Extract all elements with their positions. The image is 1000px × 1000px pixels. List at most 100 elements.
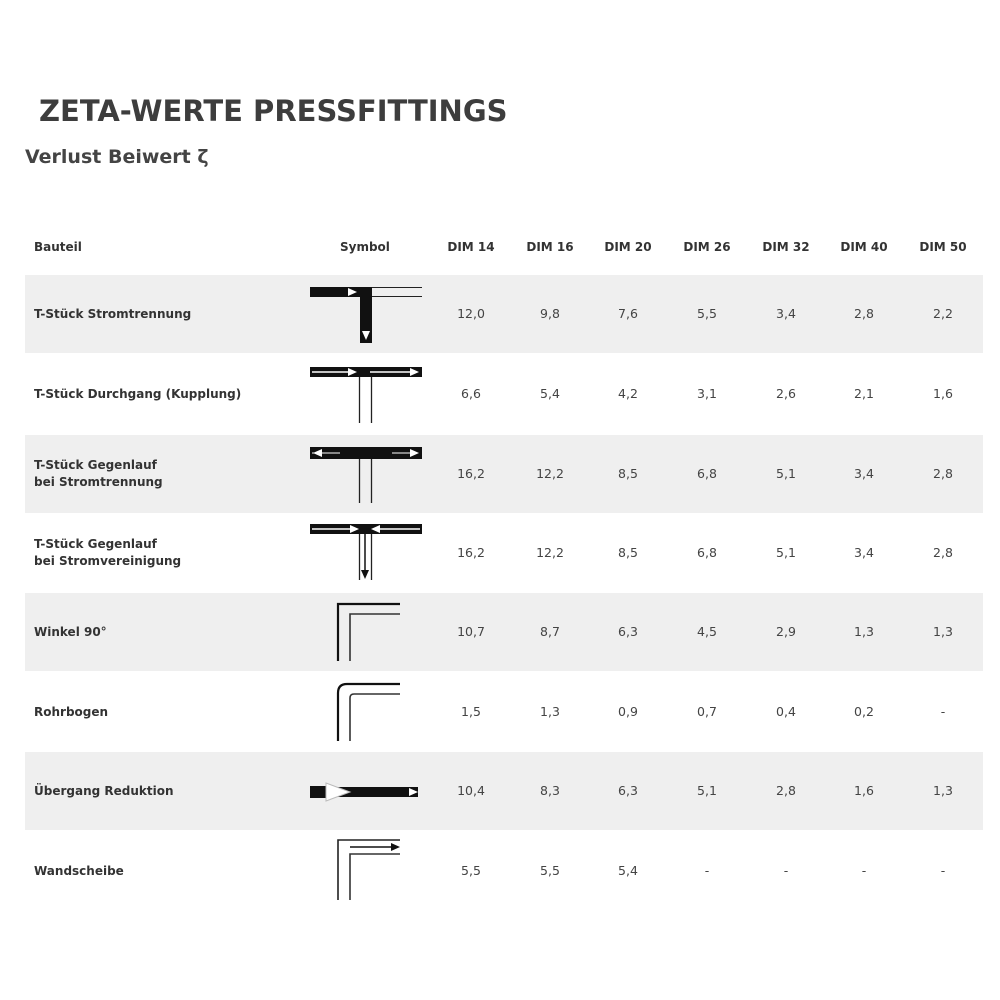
zeta-value: 12,0 bbox=[457, 306, 485, 321]
component-name: Übergang Reduktion bbox=[34, 752, 174, 830]
zeta-value: 1,3 bbox=[933, 783, 953, 798]
component-name-line: Wandscheibe bbox=[34, 863, 124, 878]
zeta-value: 10,7 bbox=[457, 624, 485, 639]
page-subtitle: Verlust Beiwert ζ bbox=[25, 146, 209, 168]
zeta-value: 2,8 bbox=[933, 545, 953, 560]
zeta-value: 7,6 bbox=[618, 306, 638, 321]
zeta-value: 5,5 bbox=[461, 863, 481, 878]
pipe-bend-icon bbox=[336, 682, 400, 741]
table-row: T-Stück Durchgang (Kupplung) 6,6 5,4 4,2 3,1… bbox=[25, 355, 983, 433]
table-row: Wandscheibe 5,5 5,5 5,4 - - - - bbox=[25, 832, 983, 910]
zeta-value: 6,6 bbox=[461, 386, 481, 401]
zeta-value: 4,5 bbox=[697, 624, 717, 639]
zeta-value: 2,2 bbox=[933, 306, 953, 321]
zeta-value: 5,5 bbox=[540, 863, 560, 878]
zeta-value: 6,3 bbox=[618, 624, 638, 639]
tee-counterflow-merge-icon bbox=[310, 524, 422, 580]
zeta-value: 1,6 bbox=[854, 783, 874, 798]
zeta-value: 8,5 bbox=[618, 466, 638, 481]
wall-plate-icon bbox=[337, 839, 400, 900]
zeta-value: 5,1 bbox=[697, 783, 717, 798]
component-name-line: T-Stück Stromtrennung bbox=[34, 306, 192, 321]
component-name-line: T-Stück Gegenlauf bbox=[34, 537, 157, 551]
zeta-value: 9,8 bbox=[540, 306, 560, 321]
zeta-value: 3,1 bbox=[697, 386, 717, 401]
table-row: T-Stück Gegenlauf bei Stromvereinigung 16,… bbox=[25, 514, 983, 592]
zeta-value: 2,9 bbox=[776, 624, 796, 639]
zeta-value: 5,5 bbox=[697, 306, 717, 321]
header-dim: DIM 32 bbox=[762, 240, 810, 254]
zeta-value: 1,6 bbox=[933, 386, 953, 401]
table-row: Rohrbogen 1,5 1,3 0,9 0,7 0,4 0,2 - bbox=[25, 673, 983, 751]
zeta-value: 8,7 bbox=[540, 624, 560, 639]
zeta-value: - bbox=[704, 863, 710, 878]
zeta-value: 0,9 bbox=[618, 704, 638, 719]
zeta-value: 4,2 bbox=[618, 386, 638, 401]
component-name: T-Stück Durchgang (Kupplung) bbox=[34, 355, 241, 433]
table-row: Winkel 90° 10,7 8,7 6,3 4,5 2,9 1,3 1,3 bbox=[25, 593, 983, 671]
component-name-line: T-Stück Gegenlauf bbox=[34, 458, 157, 472]
zeta-value: 5,4 bbox=[618, 863, 638, 878]
zeta-value: 1,3 bbox=[854, 624, 874, 639]
header-dim: DIM 20 bbox=[604, 240, 652, 254]
reducer-icon bbox=[310, 782, 418, 802]
zeta-value: 5,1 bbox=[776, 545, 796, 560]
zeta-value: 8,5 bbox=[618, 545, 638, 560]
zeta-value: - bbox=[861, 863, 867, 878]
zeta-value: 12,2 bbox=[536, 545, 564, 560]
zeta-value: 16,2 bbox=[457, 545, 485, 560]
component-name: T-Stück Gegenlauf bei Stromvereinigung bbox=[34, 514, 181, 592]
zeta-value: 1,3 bbox=[540, 704, 560, 719]
zeta-value: 16,2 bbox=[457, 466, 485, 481]
header-dim: DIM 14 bbox=[447, 240, 495, 254]
component-name-line: Rohrbogen bbox=[34, 704, 109, 719]
zeta-value: 6,8 bbox=[697, 545, 717, 560]
zeta-value: - bbox=[940, 863, 946, 878]
page-title: ZETA-WERTE PRESSFITTINGS bbox=[39, 94, 508, 128]
zeta-value: 10,4 bbox=[457, 783, 485, 798]
component-name-line: T-Stück Durchgang (Kupplung) bbox=[34, 386, 242, 401]
header-dim: DIM 16 bbox=[526, 240, 574, 254]
component-name-line: Winkel 90° bbox=[34, 624, 107, 639]
header-bauteil: Bauteil bbox=[34, 240, 82, 254]
zeta-value: 2,8 bbox=[854, 306, 874, 321]
table-row: T-Stück Stromtrennung 12,0 9,8 7,6 5,5 3,4 2,8… bbox=[25, 275, 983, 353]
zeta-value: 2,8 bbox=[776, 783, 796, 798]
component-name: T-Stück Stromtrennung bbox=[34, 275, 191, 353]
header-symbol: Symbol bbox=[340, 240, 390, 254]
component-name-line: Übergang Reduktion bbox=[34, 783, 174, 798]
zeta-value: 3,4 bbox=[854, 545, 874, 560]
component-name: T-Stück Gegenlauf bei Stromtrennung bbox=[34, 435, 163, 513]
zeta-value: 5,1 bbox=[776, 466, 796, 481]
table-row: Übergang Reduktion 10,4 8,3 6,3 5,1 2,8 1,6 1,3 bbox=[25, 752, 983, 830]
tee-flow-split-icon bbox=[310, 287, 422, 343]
zeta-value: 12,2 bbox=[536, 466, 564, 481]
zeta-value: 0,7 bbox=[697, 704, 717, 719]
component-name: Rohrbogen bbox=[34, 673, 108, 751]
header-dim: DIM 50 bbox=[919, 240, 967, 254]
zeta-value: 6,8 bbox=[697, 466, 717, 481]
zeta-value: 1,5 bbox=[461, 704, 481, 719]
component-name: Wandscheibe bbox=[34, 832, 124, 910]
zeta-value: 2,1 bbox=[854, 386, 874, 401]
zeta-value: 1,3 bbox=[933, 624, 953, 639]
table-row: T-Stück Gegenlauf bei Stromtrennung 16,2 12… bbox=[25, 435, 983, 513]
elbow-90-icon bbox=[336, 602, 400, 661]
zeta-value: - bbox=[783, 863, 789, 878]
component-name-line: bei Stromvereinigung bbox=[34, 554, 182, 568]
header-dim: DIM 40 bbox=[840, 240, 888, 254]
zeta-value: 0,2 bbox=[854, 704, 874, 719]
zeta-value: 3,4 bbox=[854, 466, 874, 481]
zeta-value: 2,6 bbox=[776, 386, 796, 401]
tee-counterflow-split-icon bbox=[310, 447, 422, 503]
zeta-value: 0,4 bbox=[776, 704, 796, 719]
zeta-value: - bbox=[940, 704, 946, 719]
tee-passage-icon bbox=[310, 367, 422, 423]
header-dim: DIM 26 bbox=[683, 240, 731, 254]
component-name-line: bei Stromtrennung bbox=[34, 475, 163, 489]
zeta-value: 6,3 bbox=[618, 783, 638, 798]
zeta-value: 2,8 bbox=[933, 466, 953, 481]
component-name: Winkel 90° bbox=[34, 593, 107, 671]
zeta-value: 5,4 bbox=[540, 386, 560, 401]
